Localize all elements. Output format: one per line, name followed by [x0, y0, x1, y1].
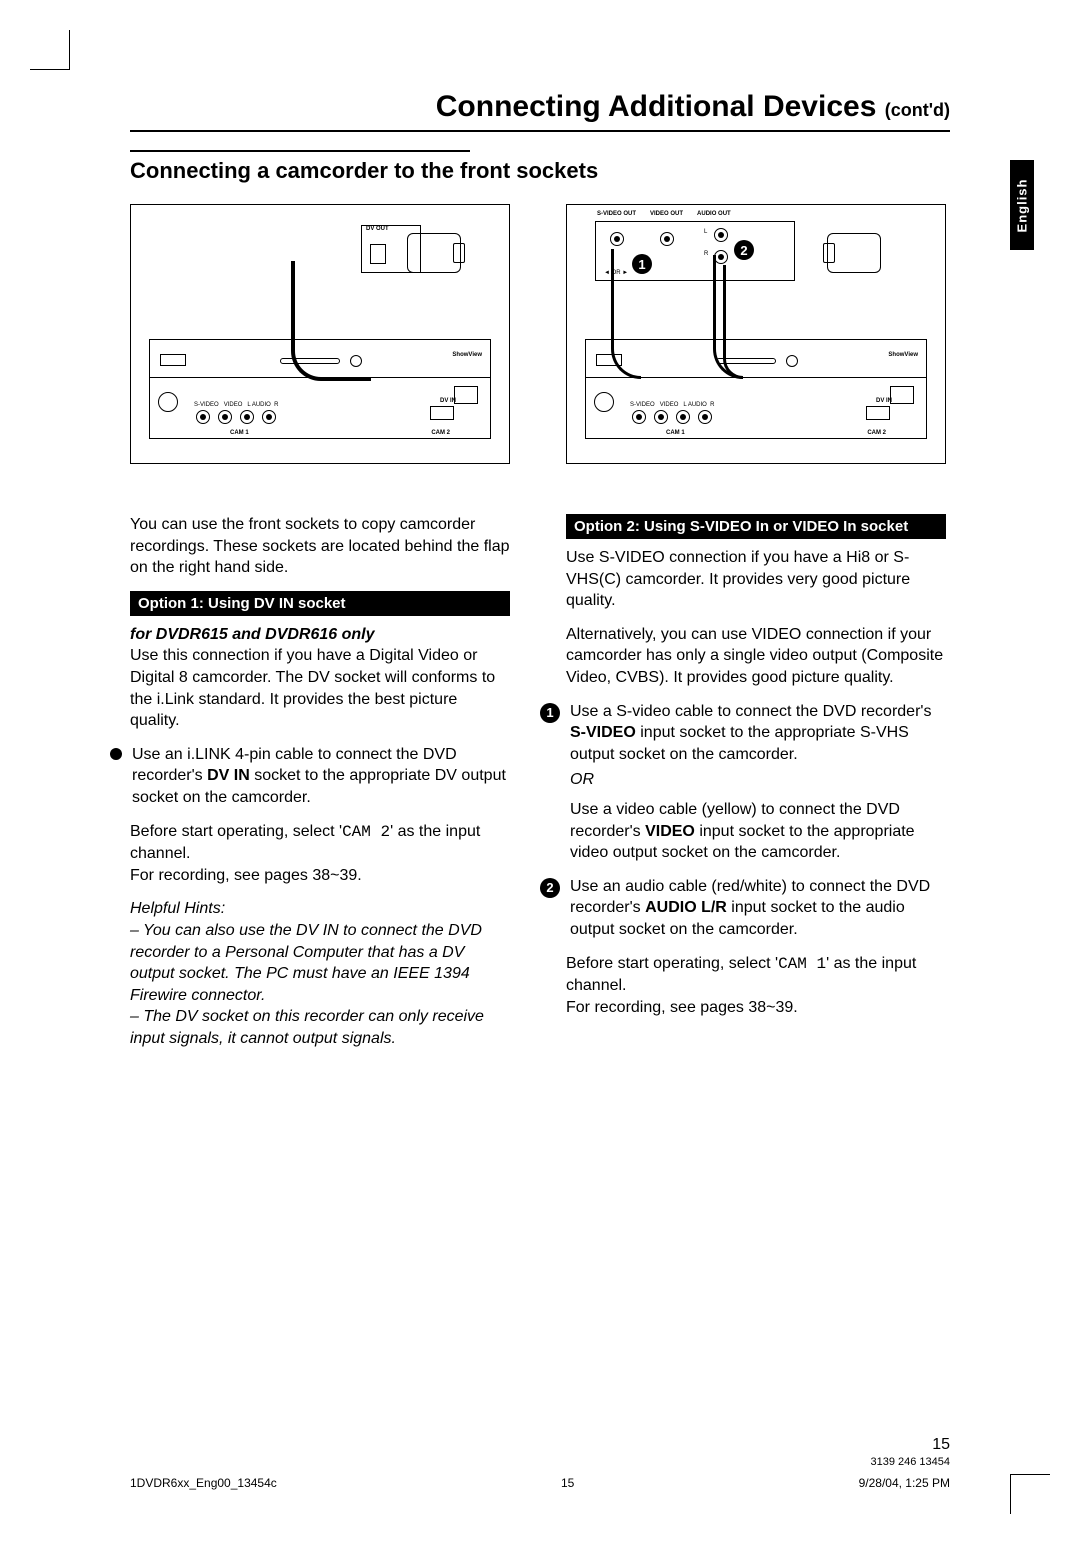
- cam1-label: CAM 1: [230, 430, 249, 436]
- option2-para1: Use S-VIDEO connection if you have a Hi8…: [566, 547, 946, 612]
- crop-mark-br: [1010, 1474, 1050, 1514]
- page-title-suffix: (cont'd): [885, 100, 950, 120]
- option2-step1: 1 Use a S-video cable to connect the DVD…: [540, 701, 946, 864]
- hint2: – The DV socket on this recorder can onl…: [130, 1008, 484, 1047]
- language-tab-label: English: [1015, 178, 1030, 232]
- hint1: – You can also use the DV IN to connect …: [130, 922, 482, 1004]
- footer-file: 1DVDR6xx_Eng00_13454c: [130, 1476, 277, 1490]
- footer-reg: 3139 246 13454: [870, 1456, 950, 1468]
- dvd-recorder-icon: ShowView S-VIDEO VIDEO L AUDIO R DV: [149, 339, 491, 439]
- right-column: S-VIDEO OUT VIDEO OUT AUDIO OUT L R 1 2 …: [566, 204, 946, 1061]
- option1-heading: Option 1: Using DV IN socket: [130, 591, 510, 616]
- intro-paragraph: You can use the front sockets to copy ca…: [130, 514, 510, 579]
- page-number: 15: [932, 1436, 950, 1454]
- camcorder-icon: [827, 225, 927, 281]
- camcorder-icon: DV OUT: [361, 225, 461, 281]
- language-tab: English: [1010, 160, 1034, 250]
- page-title: Connecting Additional Devices (cont'd): [130, 90, 950, 132]
- section-heading: Connecting a camcorder to the front sock…: [130, 158, 950, 184]
- showview-label: ShowView: [452, 352, 482, 358]
- dv-out-label: DV OUT: [366, 226, 389, 232]
- dvd-recorder-icon: ShowView S-VIDEO VIDEO L AUDIO R DV: [585, 339, 927, 439]
- page-content: Connecting Additional Devices (cont'd) E…: [130, 90, 950, 1061]
- option2-step2: 2 Use an audio cable (red/white) to conn…: [540, 876, 946, 941]
- diagram-option1: DV OUT ShowView: [130, 204, 510, 464]
- option1-subnote: for DVDR615 and DVDR616 only: [130, 626, 375, 643]
- page-title-main: Connecting Additional Devices: [436, 90, 877, 123]
- footer-date: 9/28/04, 1:25 PM: [859, 1476, 950, 1490]
- cam2-label: CAM 2: [431, 430, 450, 436]
- bullet-icon: [110, 748, 122, 760]
- option1-para1: Use this connection if you have a Digita…: [130, 647, 495, 729]
- footer: 1DVDR6xx_Eng00_13454c 15 9/28/04, 1:25 P…: [130, 1476, 950, 1490]
- step-2-icon: 2: [540, 878, 560, 898]
- option1-bullet: Use an i.LINK 4-pin cable to connect the…: [110, 744, 510, 809]
- step-1-icon: 1: [540, 703, 560, 723]
- option2-heading: Option 2: Using S-VIDEO In or VIDEO In s…: [566, 514, 946, 539]
- section-rule: [130, 150, 470, 152]
- diagram-option2: S-VIDEO OUT VIDEO OUT AUDIO OUT L R 1 2 …: [566, 204, 946, 464]
- option2-para2: Alternatively, you can use VIDEO connect…: [566, 624, 946, 689]
- left-column: DV OUT ShowView: [130, 204, 510, 1061]
- hints-label: Helpful Hints:: [130, 900, 225, 917]
- output-labels: S-VIDEO OUT VIDEO OUT AUDIO OUT: [597, 211, 731, 217]
- crop-mark-tl: [30, 30, 70, 70]
- footer-page: 15: [561, 1476, 574, 1490]
